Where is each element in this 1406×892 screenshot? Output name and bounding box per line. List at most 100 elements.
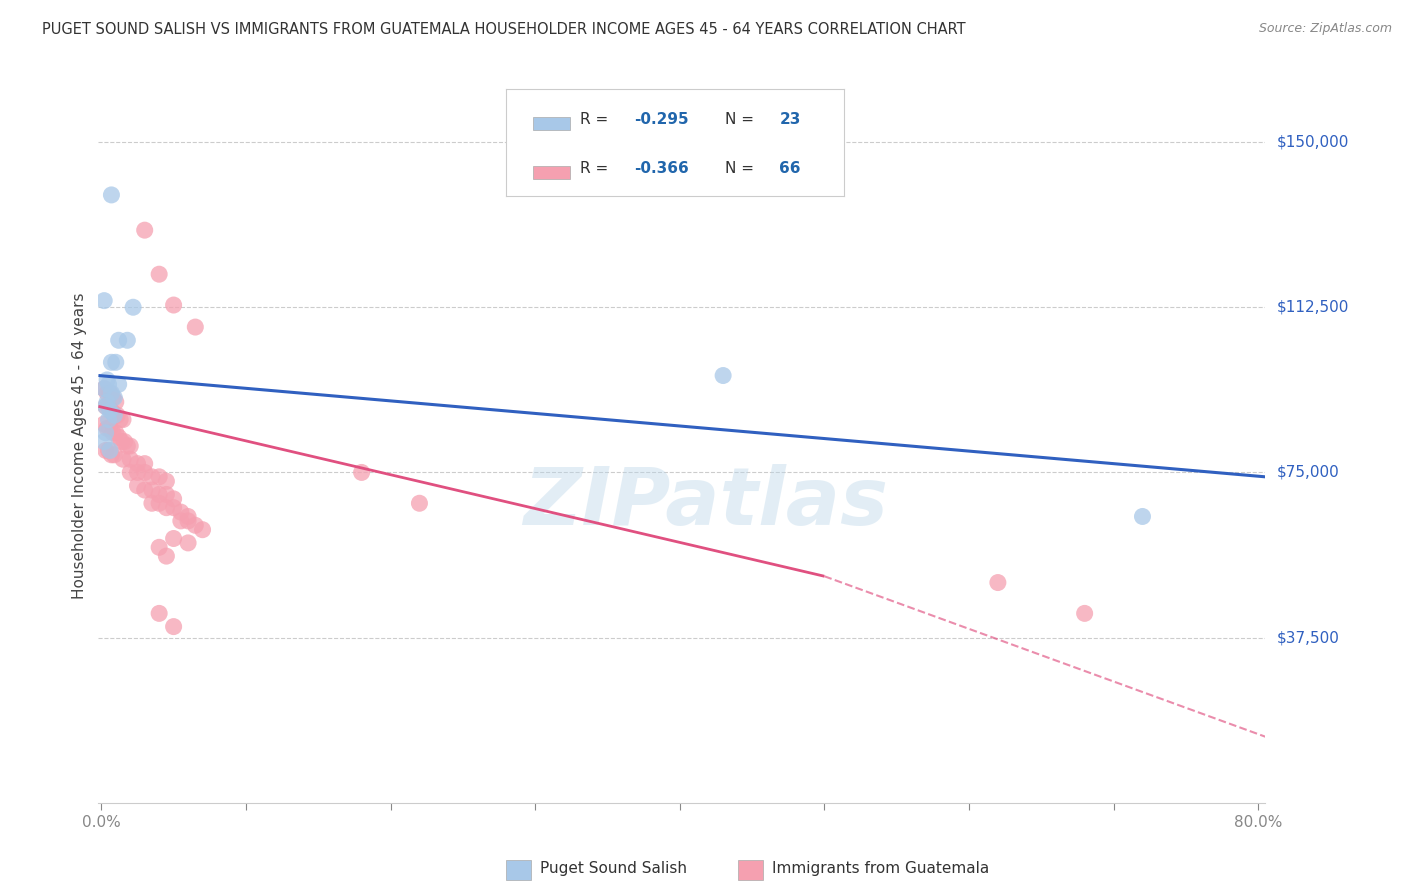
Point xyxy=(103,448,125,462)
Text: Puget Sound Salish: Puget Sound Salish xyxy=(540,862,688,876)
Text: $112,500: $112,500 xyxy=(1277,300,1348,315)
Point xyxy=(101,425,124,440)
Point xyxy=(117,333,139,347)
Point xyxy=(104,395,127,409)
Text: 23: 23 xyxy=(779,112,801,127)
Text: R =: R = xyxy=(581,112,613,127)
Text: N =: N = xyxy=(725,161,759,176)
Point xyxy=(120,452,142,467)
Point xyxy=(711,368,734,383)
Point xyxy=(110,434,132,449)
Point xyxy=(1073,607,1095,621)
Point xyxy=(148,470,170,484)
Point xyxy=(120,466,142,480)
Point xyxy=(127,466,149,480)
Point xyxy=(98,421,121,435)
Text: $75,000: $75,000 xyxy=(1277,465,1340,480)
Point xyxy=(97,377,120,392)
Point xyxy=(93,382,115,396)
Point xyxy=(155,549,177,563)
Point xyxy=(134,483,156,497)
Text: -0.295: -0.295 xyxy=(634,112,689,127)
Point xyxy=(96,421,118,435)
Point xyxy=(98,443,121,458)
Point xyxy=(162,500,184,515)
Point xyxy=(155,487,177,501)
Point xyxy=(100,448,122,462)
Point xyxy=(103,391,125,405)
Point xyxy=(148,607,170,621)
Point xyxy=(100,188,122,202)
Text: N =: N = xyxy=(725,112,759,127)
Point xyxy=(141,483,163,497)
Point xyxy=(117,439,139,453)
Text: ZIPatlas: ZIPatlas xyxy=(523,464,887,542)
Point xyxy=(408,496,430,510)
Text: $37,500: $37,500 xyxy=(1277,630,1340,645)
Point xyxy=(170,514,193,528)
Point xyxy=(162,619,184,633)
Point xyxy=(184,320,207,334)
Point xyxy=(141,496,163,510)
FancyBboxPatch shape xyxy=(533,117,569,130)
Point xyxy=(98,403,121,417)
Point xyxy=(155,475,177,489)
Point xyxy=(93,293,115,308)
Point xyxy=(127,478,149,492)
Point xyxy=(148,496,170,510)
Point xyxy=(96,395,118,409)
Point xyxy=(94,425,117,440)
Point xyxy=(97,443,120,458)
Text: Source: ZipAtlas.com: Source: ZipAtlas.com xyxy=(1258,22,1392,36)
Point xyxy=(111,452,134,467)
Point xyxy=(100,355,122,369)
Point xyxy=(148,267,170,281)
Point xyxy=(100,403,122,417)
Point xyxy=(120,439,142,453)
Text: 66: 66 xyxy=(779,161,801,176)
Point xyxy=(141,470,163,484)
Point xyxy=(103,408,125,422)
Point xyxy=(155,500,177,515)
Point xyxy=(94,443,117,458)
Point xyxy=(1132,509,1154,524)
Point xyxy=(104,355,127,369)
Point xyxy=(96,386,118,401)
Point xyxy=(94,400,117,414)
Point xyxy=(107,430,129,444)
Point xyxy=(148,541,170,555)
FancyBboxPatch shape xyxy=(533,166,569,179)
Point xyxy=(122,300,145,314)
Point xyxy=(184,518,207,533)
Point xyxy=(98,386,121,401)
Point xyxy=(108,412,131,426)
Point xyxy=(93,417,115,431)
Point xyxy=(177,514,200,528)
Point xyxy=(94,400,117,414)
Point xyxy=(101,391,124,405)
Text: PUGET SOUND SALISH VS IMMIGRANTS FROM GUATEMALA HOUSEHOLDER INCOME AGES 45 - 64 : PUGET SOUND SALISH VS IMMIGRANTS FROM GU… xyxy=(42,22,966,37)
Point xyxy=(987,575,1010,590)
Text: R =: R = xyxy=(581,161,613,176)
Point xyxy=(103,408,125,422)
Point xyxy=(148,487,170,501)
Point xyxy=(114,434,136,449)
Point xyxy=(104,425,127,440)
Point xyxy=(97,400,120,414)
Point xyxy=(177,509,200,524)
Text: $150,000: $150,000 xyxy=(1277,135,1348,150)
Point xyxy=(97,412,120,426)
Point xyxy=(107,377,129,392)
Point xyxy=(96,373,118,387)
Text: Immigrants from Guatemala: Immigrants from Guatemala xyxy=(772,862,990,876)
Y-axis label: Householder Income Ages 45 - 64 years: Householder Income Ages 45 - 64 years xyxy=(72,293,87,599)
Point xyxy=(93,382,115,396)
Point xyxy=(100,386,122,401)
Point xyxy=(134,223,156,237)
Point xyxy=(191,523,214,537)
Point xyxy=(177,536,200,550)
Point xyxy=(162,532,184,546)
Point xyxy=(134,457,156,471)
Text: -0.366: -0.366 xyxy=(634,161,689,176)
Point xyxy=(111,412,134,426)
